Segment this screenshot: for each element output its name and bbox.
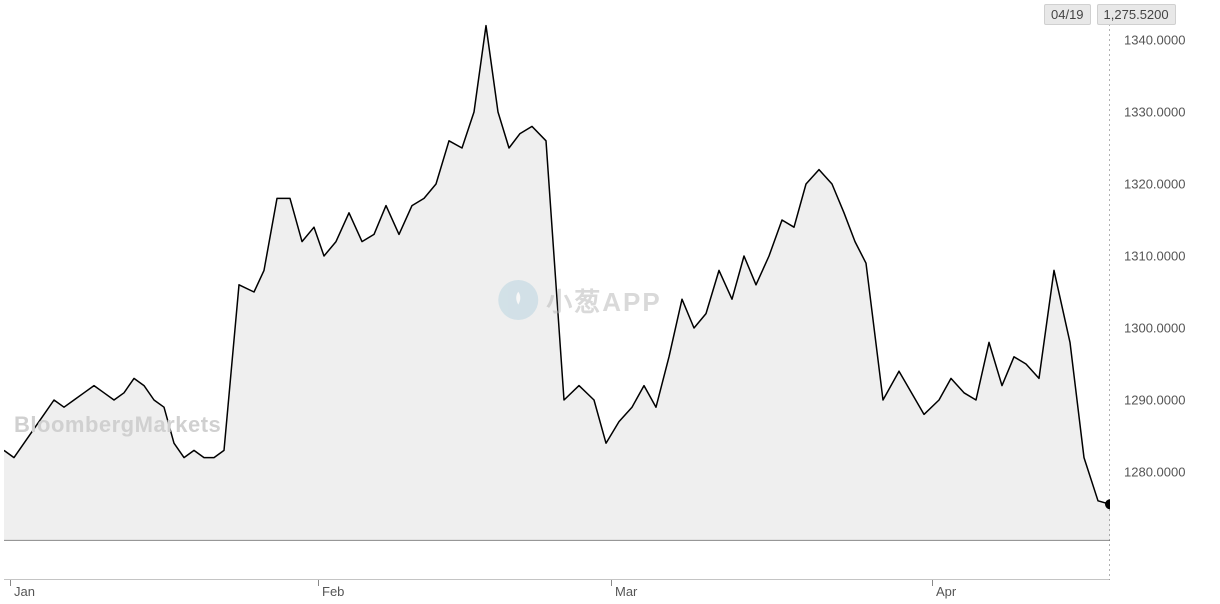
watermark-text: 小葱APP	[546, 282, 661, 319]
x-tick	[611, 580, 612, 586]
price-chart: 04/19 1,275.5200 1280.0000 1290.0000 1300.…	[0, 0, 1220, 603]
y-tick-label: 1320.0000	[1124, 177, 1185, 192]
current-readout: 04/19 1,275.5200	[1044, 4, 1176, 25]
watermark-icon	[498, 280, 538, 320]
x-tick	[10, 580, 11, 586]
readout-date: 04/19	[1044, 4, 1091, 25]
app-watermark: 小葱APP	[498, 280, 661, 320]
x-tick	[318, 580, 319, 586]
x-axis-labels: Jan Feb Mar Apr	[4, 584, 1110, 604]
x-tick-label: Apr	[936, 584, 956, 599]
x-tick-label: Jan	[14, 584, 35, 599]
x-tick-label: Mar	[615, 584, 637, 599]
y-tick-label: 1330.0000	[1124, 105, 1185, 120]
readout-value: 1,275.5200	[1097, 4, 1176, 25]
y-tick-label: 1290.0000	[1124, 393, 1185, 408]
source-watermark: BloombergMarkets	[14, 412, 221, 438]
y-tick-label: 1340.0000	[1124, 33, 1185, 48]
x-tick	[932, 580, 933, 586]
y-tick-label: 1310.0000	[1124, 249, 1185, 264]
y-tick-label: 1300.0000	[1124, 321, 1185, 336]
y-tick-label: 1280.0000	[1124, 465, 1185, 480]
x-tick-label: Feb	[322, 584, 344, 599]
